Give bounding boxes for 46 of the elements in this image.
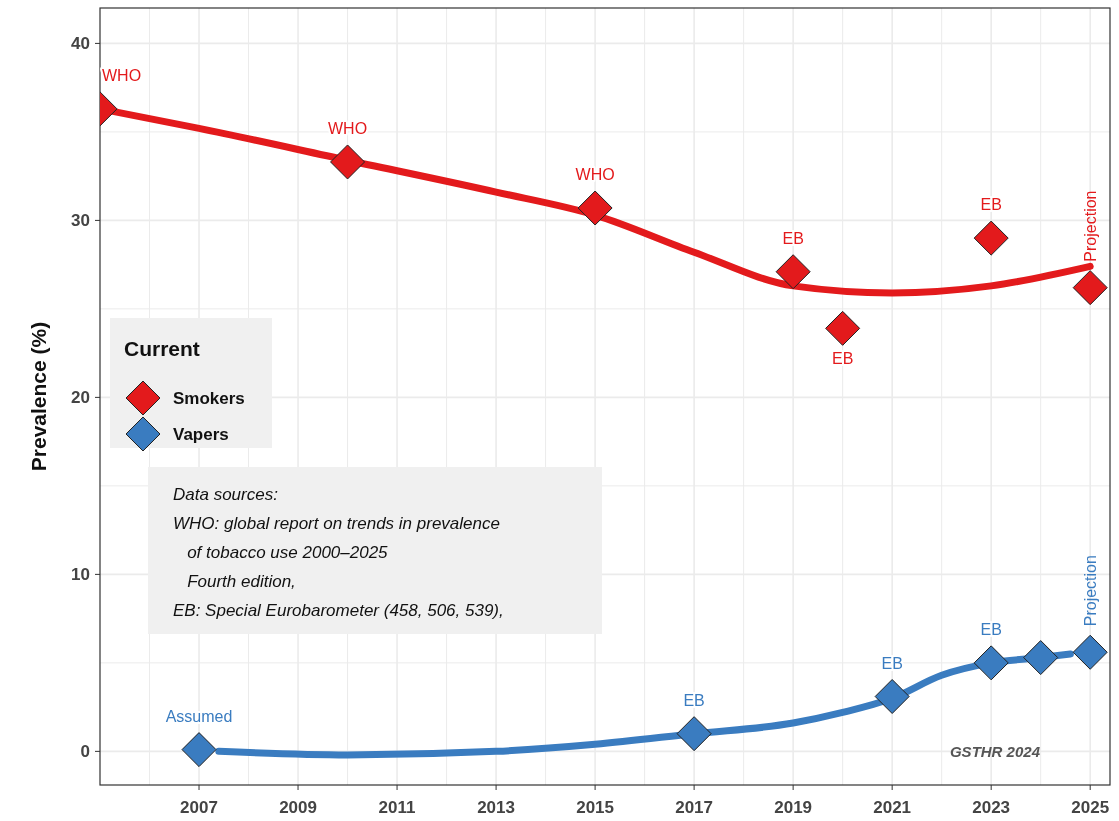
annotation: WHO [575,166,615,183]
annotation: EB [782,229,804,247]
annotation: EB [881,654,903,672]
legend-label: Smokers [173,389,245,408]
point [825,310,861,346]
point [676,716,712,752]
point [181,732,217,768]
point [973,220,1009,256]
x-tick-label: 2019 [774,798,813,817]
annotation: Projection [1082,555,1100,627]
y-tick-label: 30 [71,211,90,231]
note-box: Data sources: WHO: global report on trends in prevalence of tobacco use 2000–2025 Fourth edition, EB: Special Eurobarometer (458, 506, 539), [148,467,602,634]
y-tick-label: 10 [71,565,90,585]
x-tick-label: 2025 [1071,798,1110,817]
legend-title: Current [124,337,200,360]
x-tick-label: 2011 [378,798,416,817]
annotation: GSTHR 2024 [949,743,1041,760]
point [874,679,910,714]
annotation: WHO [102,66,142,84]
annotation: Projection [1082,190,1100,262]
point [330,144,366,180]
annotation: WHO [327,119,368,137]
annotation: Assumed [165,707,233,725]
x-tick-label: 2023 [972,798,1011,817]
y-tick-label: 20 [71,388,90,408]
annotation: Data sources: WHO: global report on trends in prevalence of tobacco use 2000–2025 Fourth edition, EB: Special Eurobarometer (458, 506, 539), [173,485,504,620]
x-tick-label: 2017 [675,798,714,817]
y-tick-label: 0 [80,742,90,762]
x-tick-label: 2013 [477,798,515,817]
point [1023,640,1059,676]
annotation: EB [831,350,854,368]
point [775,254,811,290]
annotation: EB [683,691,705,709]
x-tick-label: 2009 [279,798,317,817]
point [577,190,613,226]
legend-label: Vapers [173,425,229,444]
annotation: EB [980,196,1002,214]
y-axis-title: Prevalence (%) [27,321,50,472]
x-tick-label: 2007 [180,798,218,817]
point [1072,634,1108,670]
x-tick-label: 2021 [873,798,912,817]
point [973,645,1009,681]
point [1072,270,1108,306]
y-tick-label: 40 [71,34,90,54]
x-tick-label: 2015 [576,798,615,817]
annotation: EB [980,620,1002,638]
